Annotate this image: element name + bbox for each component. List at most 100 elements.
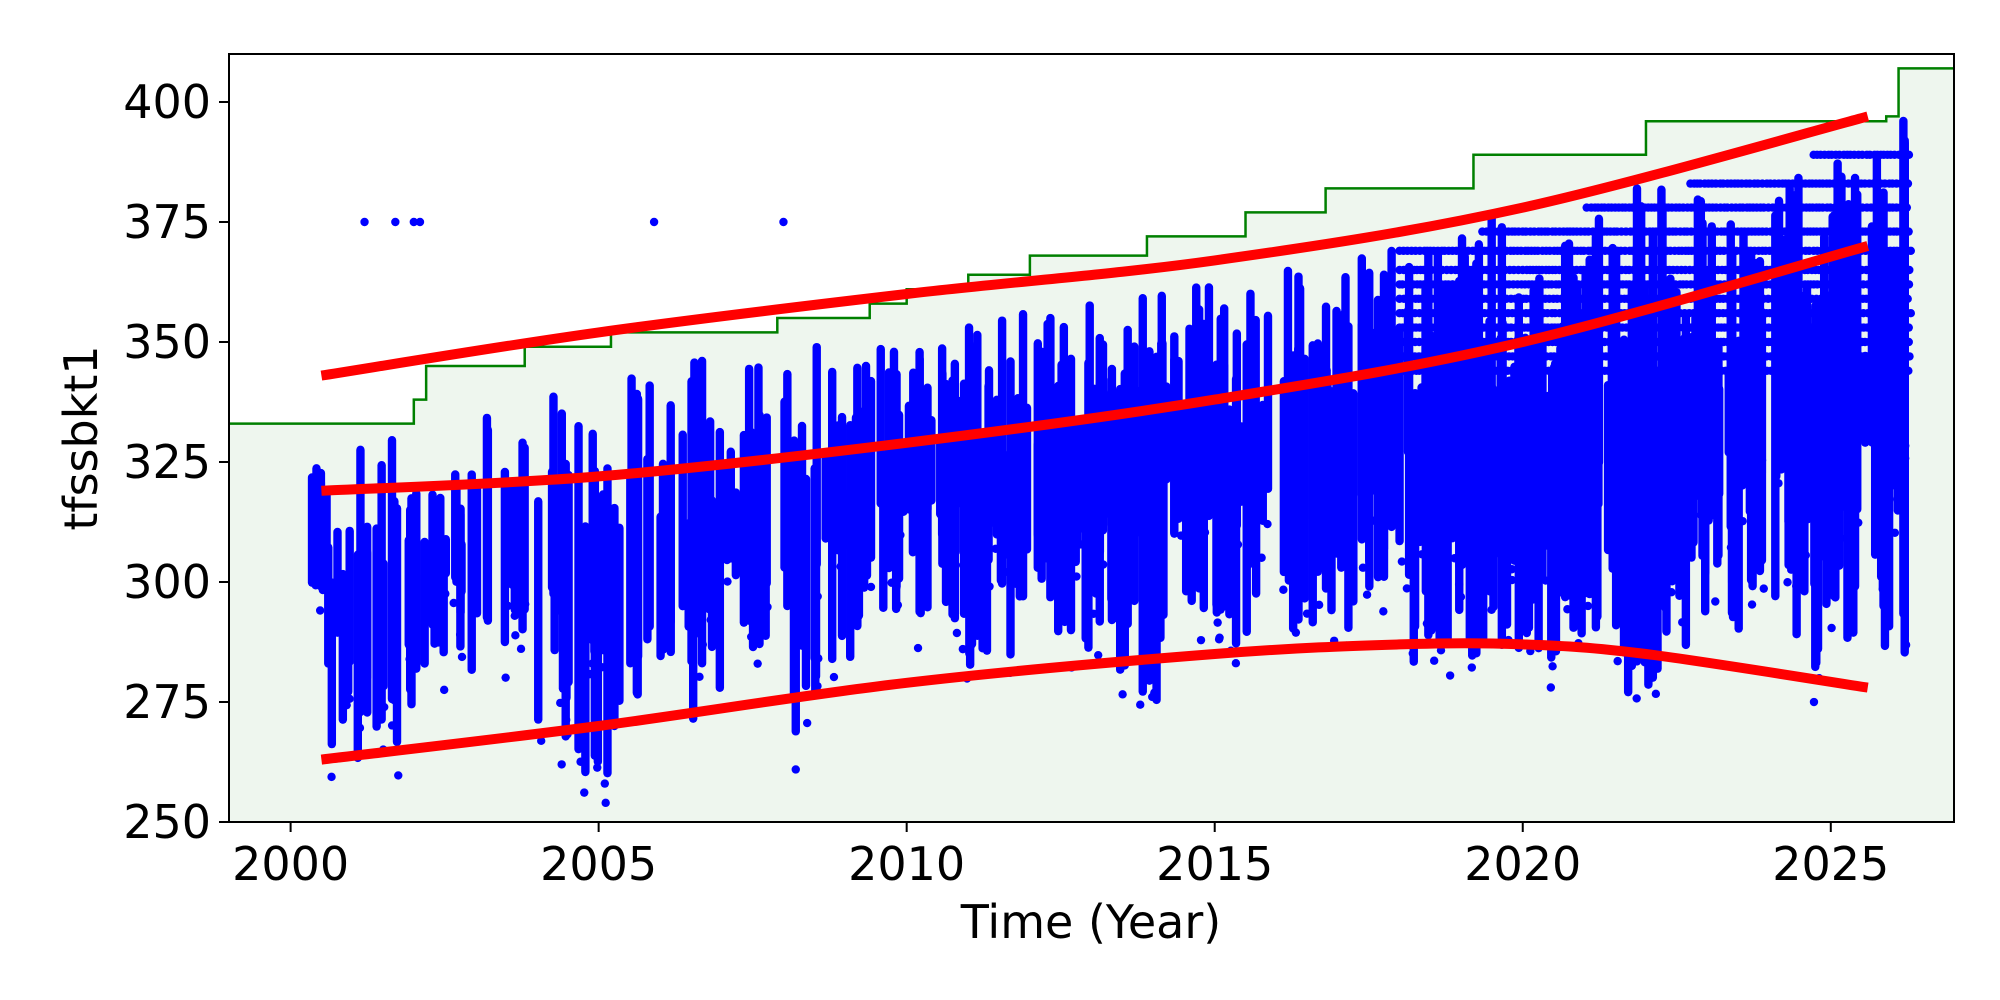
scatter-point: [1829, 591, 1839, 601]
scatter-point: [394, 771, 403, 780]
scatter-point: [315, 606, 325, 615]
scatter-point: [593, 763, 602, 772]
scatter-point: [1902, 203, 1912, 212]
scatter-point: [1369, 516, 1379, 525]
scatter-point: [958, 644, 968, 654]
scatter-point: [1903, 294, 1912, 303]
scatter-point-outlier: [360, 217, 369, 227]
scatter-point: [1904, 337, 1913, 347]
scatter-point: [1392, 515, 1401, 524]
scatter-point-outlier: [415, 217, 425, 227]
scatter-point: [760, 593, 769, 602]
upper-trend-line: [320, 111, 1870, 381]
middle-trend-line: [321, 241, 1870, 496]
scatter-layer: [307, 116, 1916, 808]
scatter-point: [536, 736, 546, 746]
scatter-point: [1827, 623, 1836, 633]
scatter-point: [913, 643, 923, 653]
scatter-point-outlier: [409, 217, 419, 227]
scatter-point: [1231, 659, 1241, 668]
trend-layer: [320, 111, 1870, 765]
scatter-point: [1854, 518, 1863, 527]
y-axis: 250 275 300 325 350 375 400: [123, 75, 229, 849]
scatter-point: [1747, 600, 1757, 609]
scatter-point: [1546, 683, 1556, 692]
scatter-point: [753, 659, 762, 668]
scatter-point: [1263, 519, 1272, 529]
x-tick-label: 2015: [1156, 837, 1273, 891]
scatter-point: [853, 595, 862, 604]
scatter-point: [1583, 601, 1593, 611]
scatter-point: [723, 577, 732, 586]
scatter-point: [866, 582, 876, 592]
scatter-point: [1904, 280, 1914, 289]
scatter-point: [1429, 656, 1439, 665]
scatter-point: [802, 718, 812, 728]
scatter-point: [1445, 671, 1455, 680]
scatter-point: [1507, 498, 1517, 507]
scatter-point: [1422, 619, 1432, 628]
scatter-point: [1192, 511, 1201, 520]
scatter-point: [1904, 323, 1913, 332]
scatter-point: [1000, 567, 1010, 577]
scatter-point: [556, 698, 565, 708]
scatter-point: [1099, 560, 1108, 569]
scatter-point: [1118, 690, 1127, 699]
y-tick-label: 250: [123, 795, 211, 849]
scatter-point: [1787, 565, 1796, 574]
y-tick-label: 400: [123, 75, 211, 129]
scatter-point: [439, 685, 449, 695]
scatter-point: [1507, 575, 1517, 585]
x-axis: 2000 2005 2010 2015 2020 2025: [232, 822, 1889, 891]
scatter-point: [1196, 635, 1206, 645]
scatter-point: [1358, 563, 1368, 572]
scatter-point: [1402, 584, 1412, 593]
y-tick-label: 375: [123, 195, 211, 249]
scatter-point: [1361, 476, 1370, 485]
scatter-point: [813, 681, 822, 691]
scatter-point: [629, 611, 639, 621]
scatter-point: [457, 652, 467, 662]
scatter-point: [1906, 246, 1916, 255]
scatter-point: [1094, 650, 1103, 660]
scatter-point: [1187, 571, 1196, 580]
scatter-point: [561, 715, 571, 725]
scatter-point: [1379, 607, 1388, 616]
scatter-point: [1302, 609, 1312, 618]
scatter-point: [1257, 553, 1266, 562]
scatter-point: [791, 765, 800, 774]
scatter-point: [1651, 689, 1661, 699]
scatter-point: [829, 672, 839, 682]
y-tick-label: 325: [123, 435, 211, 489]
scatter-point: [1904, 227, 1913, 236]
y-tick-label: 300: [123, 555, 211, 609]
scatter-point: [1783, 578, 1792, 587]
scatter-point: [580, 788, 589, 797]
scatter-point: [1314, 600, 1324, 610]
scatter-point-outlier: [649, 217, 659, 227]
scatter-point: [1906, 309, 1915, 318]
scatter-point: [592, 640, 602, 649]
scatter-point: [1632, 694, 1641, 703]
scatter-point: [516, 644, 526, 654]
scatter-point: [1467, 663, 1477, 672]
scatter-point: [387, 721, 397, 730]
x-tick-label: 2010: [848, 837, 965, 891]
scatter-point: [1233, 540, 1243, 549]
scatter-point: [1076, 540, 1085, 549]
scatter-point: [985, 582, 994, 591]
scatter-point: [1456, 592, 1466, 602]
scatter-point: [503, 601, 513, 611]
scatter-point: [1694, 491, 1703, 500]
scatter-point: [601, 798, 610, 808]
x-tick-label: 2005: [540, 837, 657, 891]
x-tick-label: 2025: [1772, 837, 1889, 891]
scatter-point: [1792, 581, 1801, 591]
scatter-point: [1905, 265, 1914, 275]
scatter-point: [510, 611, 519, 621]
scatter-point: [952, 628, 962, 638]
scatter-point: [836, 562, 845, 571]
scatter-point: [1613, 656, 1622, 666]
y-axis-label: tfssbkt1: [54, 345, 108, 530]
